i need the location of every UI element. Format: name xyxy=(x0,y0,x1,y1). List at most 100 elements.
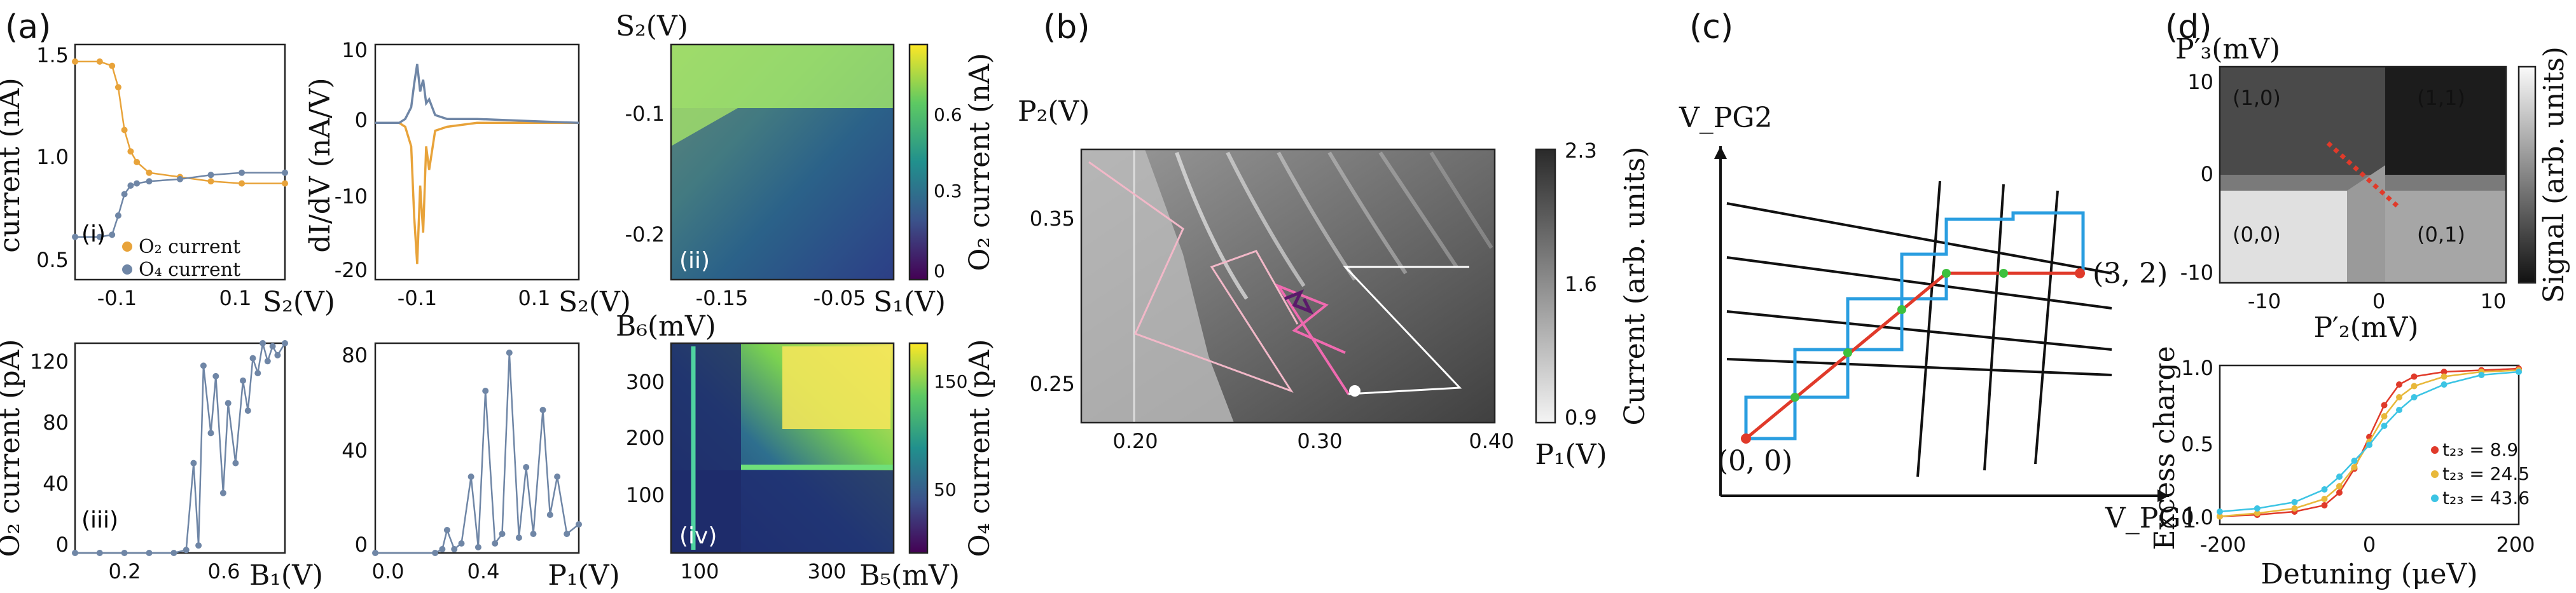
data-point-a-i xyxy=(239,180,246,187)
data-point-a-i xyxy=(72,58,78,65)
data-point-a-iii xyxy=(121,550,128,556)
plot-d-top-region-label: (0,1) xyxy=(2417,222,2465,247)
plot-b-xtick: 0.40 xyxy=(1469,429,1514,453)
data-point-a-i xyxy=(282,180,288,187)
plot-a-iv-xtick: 300 xyxy=(807,559,846,583)
plot-d-top-ytick: 10 xyxy=(2187,70,2213,94)
plot-b-stripes xyxy=(1175,151,1493,300)
plot-a-iv-cbar-tick: 150 xyxy=(934,371,967,392)
plot-a-i-frame xyxy=(74,43,286,281)
plot-a-iv-colorbar-frame xyxy=(908,342,929,554)
plot-a-iv-inset-label: (iv) xyxy=(679,523,717,549)
plot-b-cbar-tick: 0.9 xyxy=(1565,406,1597,430)
data-point-a-i xyxy=(96,58,103,65)
plot-a-iv-frame xyxy=(670,342,895,554)
plot-a-iv-xtick: 100 xyxy=(680,559,719,583)
legend-label-t23-2: t₂₃ = 24.5 xyxy=(2442,463,2530,484)
plot-b: 2.3 1.6 0.9 Current (arb. units) P₂(V) 0… xyxy=(1018,95,1651,471)
plot-d-top-colorbar-frame xyxy=(2517,65,2537,284)
data-point-a-P1 xyxy=(564,531,571,537)
data-point-d-bottom xyxy=(2321,486,2328,493)
plot-d-top-transition xyxy=(2347,165,2385,283)
diagram-c-x-arrowhead xyxy=(2157,489,2169,502)
plot-b-stripe xyxy=(1327,151,1408,275)
plot-a-iv-ylabel: B₆(mV) xyxy=(616,310,716,343)
data-point-a-P1 xyxy=(546,512,553,518)
plot-a-didv-series xyxy=(375,64,579,264)
plot-b-cbar-tick: 2.3 xyxy=(1565,139,1597,163)
plot-a-p1-series xyxy=(372,350,582,556)
legend-marker-t23-1 xyxy=(2431,446,2439,454)
plot-a-didv-ytick: -20 xyxy=(335,258,368,282)
data-point-a-P1 xyxy=(492,540,499,547)
diagram-c: (0, 0) (3, 2) V_PG2 V_PG1 xyxy=(1679,102,2199,535)
data-point-d-bottom xyxy=(2441,373,2448,380)
plot-a-i-xlabel: S₂(V) xyxy=(263,286,335,318)
data-point-a-iii xyxy=(260,340,267,346)
diagram-c-crossing-point xyxy=(1843,348,1852,357)
plot-b-stripe xyxy=(1277,151,1357,281)
series-line-a-i-0 xyxy=(75,60,285,184)
plot-d-top-xlabel: P′₂(mV) xyxy=(2313,311,2418,344)
data-point-d-bottom xyxy=(2381,423,2388,429)
plot-a-ii-dark-region xyxy=(671,108,894,280)
plot-d-bottom-xtick: -200 xyxy=(2200,533,2247,557)
diagram-c-grid-line xyxy=(1726,310,2112,351)
data-point-a-i xyxy=(121,126,128,133)
plot-b-frame xyxy=(1080,148,1496,424)
plot-d-bottom-ytick: 0.5 xyxy=(2181,432,2213,456)
plot-a-i-ylabel: current (nA) xyxy=(0,78,26,253)
data-point-d-bottom xyxy=(2351,458,2358,464)
diagram-c-grid-line xyxy=(1726,202,2112,275)
plot-d-top: (1,0) (1,1) (0,0) (0,1) Signal (arb. uni… xyxy=(2175,33,2570,344)
data-point-a-P1 xyxy=(432,550,439,556)
legend-label-t23-1: t₂₃ = 8.9 xyxy=(2442,439,2518,460)
plot-a-ii-colorbar xyxy=(910,44,927,280)
diagram-c-start-label: (0, 0) xyxy=(1717,445,1792,477)
plot-a-didv-xtick: -0.1 xyxy=(398,286,437,310)
plot-d-bottom-ytick: 0.0 xyxy=(2181,505,2213,529)
plot-d-top-ylabel: P′₃(mV) xyxy=(2175,33,2280,65)
plot-b-trajectory-light xyxy=(1088,161,1299,393)
plot-d-top-frame xyxy=(2219,65,2507,284)
data-point-d-bottom xyxy=(2411,373,2418,380)
plot-a-i-ytick: 1.0 xyxy=(36,145,69,169)
diagram-c-crossing-point xyxy=(1790,393,1799,402)
plot-a-iii: O₂ current (pA) 120 80 40 0 0.2 0.6 B₁(V… xyxy=(0,339,323,592)
plot-b-trajectory-dark xyxy=(1284,289,1314,315)
data-point-a-P1 xyxy=(467,474,474,480)
data-point-d-bottom xyxy=(2254,505,2261,512)
plot-a-ii-inset-label: (ii) xyxy=(679,248,710,274)
plot-b-stripe xyxy=(1226,151,1306,287)
plot-a-didv: dI/dV (nA/V) 10 0 -10 -20 -0.1 0.1 S₂(V) xyxy=(304,38,631,318)
data-point-a-iii xyxy=(240,377,246,384)
data-point-d-bottom xyxy=(2411,383,2418,390)
diagram-c-y-arrowhead xyxy=(1714,146,1727,159)
data-point-a-i xyxy=(239,169,246,176)
plot-b-ytick: 0.35 xyxy=(1030,207,1075,231)
data-point-a-i xyxy=(109,62,116,69)
plot-a-didv-frame xyxy=(374,43,580,281)
plot-b-xtick: 0.30 xyxy=(1297,429,1342,453)
plot-a-ii: 0.6 0.3 0 O₂ current (nA) S₂(V) -0.1 -0.… xyxy=(616,10,996,318)
data-point-d-bottom xyxy=(2381,413,2388,419)
data-point-d-bottom xyxy=(2478,372,2485,378)
series-line-a-P1-0 xyxy=(375,352,579,554)
data-point-a-iii xyxy=(282,340,288,346)
plot-a-iv-left-band xyxy=(671,343,741,553)
legend-label-t23-3: t₂₃ = 43.6 xyxy=(2442,487,2530,508)
plot-a-iii-inset-label: (iii) xyxy=(81,507,118,533)
diagram-c-staircase-lower xyxy=(1746,271,2083,440)
plot-a-i-ytick: 1.5 xyxy=(36,43,69,67)
data-point-a-iii xyxy=(170,550,177,556)
data-point-a-i xyxy=(127,148,134,155)
plot-a-p1-xtick: 0.4 xyxy=(467,559,500,583)
series-line-a-dIdV-1 xyxy=(375,64,579,125)
plot-b-ylabel: P₂(V) xyxy=(1018,95,1090,128)
data-point-a-P1 xyxy=(458,540,465,547)
data-point-d-bottom xyxy=(2381,402,2388,409)
data-point-a-iii xyxy=(274,351,281,358)
legend-label-o2: O₂ current xyxy=(139,236,240,258)
plot-b-cbar-tick: 1.6 xyxy=(1565,272,1597,296)
data-point-a-iii xyxy=(207,430,214,437)
